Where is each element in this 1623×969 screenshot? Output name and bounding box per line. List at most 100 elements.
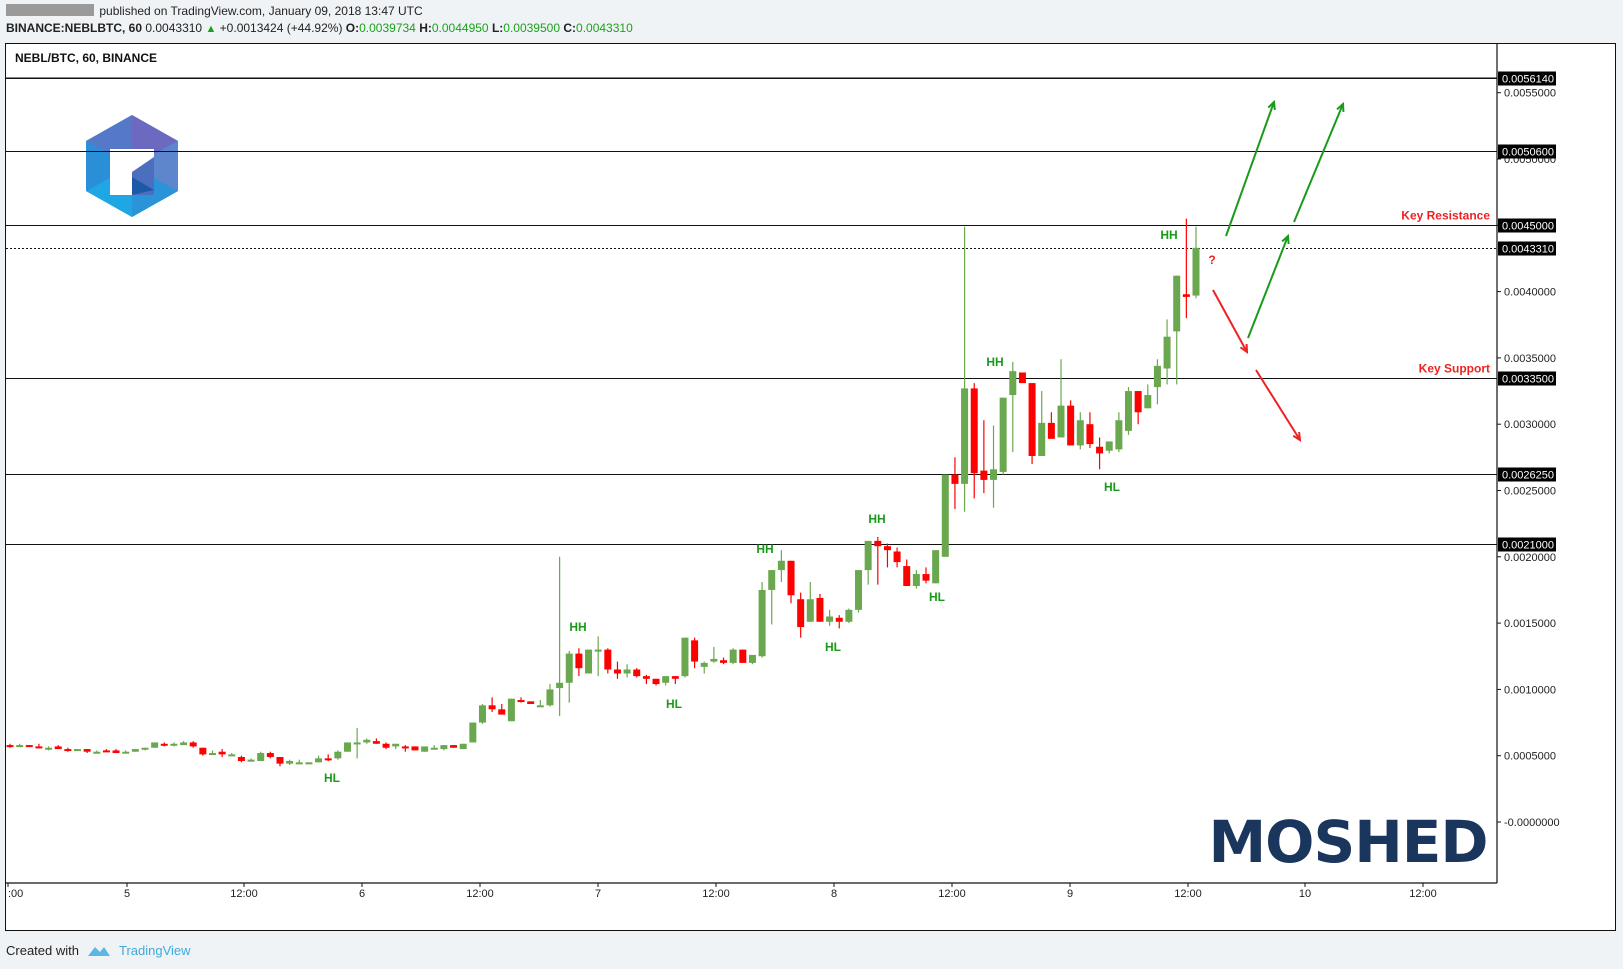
candle-body (623, 669, 631, 674)
time-axis[interactable]: :00 5 12:00 6 12:00 7 12:00 8 12:00 9 12:00 10 12:00 (7, 883, 1437, 900)
swing-label: HH (756, 542, 773, 556)
open-value: 0.0039734 (359, 21, 416, 35)
candle-body (806, 599, 814, 622)
y-tick-label: 0.0025000 (1504, 486, 1556, 498)
candle-body (1153, 365, 1161, 388)
arrow-head-icon (1336, 101, 1345, 113)
x-tick-label: 12:00 (230, 888, 258, 900)
candle-body (710, 658, 718, 662)
candle-body (575, 653, 583, 669)
candle-body (93, 751, 101, 754)
candle-body (691, 640, 699, 662)
candle-body (459, 743, 467, 750)
candle-body (276, 757, 284, 764)
candle-body (1067, 405, 1075, 446)
x-tick-label: 12:00 (466, 888, 494, 900)
published-text: published on TradingView.com, January 09… (99, 4, 423, 18)
candle-body (681, 637, 689, 677)
candle-body (1086, 424, 1094, 445)
candle-body (151, 742, 159, 748)
candle-body (613, 669, 621, 674)
symbol-label: BINANCE:NEBLBTC, 60 (6, 21, 143, 35)
level-annotation: Key Resistance (1401, 209, 1490, 223)
candle-body (883, 546, 891, 551)
candle-body (16, 745, 24, 748)
x-tick-label: 7 (595, 888, 601, 900)
candle-body (295, 762, 303, 765)
candle-body (54, 746, 62, 750)
arrow-head-icon (1292, 431, 1302, 442)
y-tick-label: 0.0005000 (1504, 751, 1556, 763)
x-tick-label: :00 (8, 888, 23, 900)
candle-body (1018, 372, 1026, 384)
tradingview-link[interactable]: TradingView (118, 943, 191, 958)
last-price: 0.0043310 (145, 21, 203, 35)
candle-body (517, 700, 525, 703)
candle-body (1134, 391, 1142, 413)
y-tick-label: 0.0010000 (1504, 684, 1556, 696)
candle-body (961, 388, 969, 484)
candle-body (903, 566, 911, 586)
candle-body (1163, 336, 1171, 369)
candle-body (1038, 422, 1046, 457)
swing-label: HL (324, 771, 340, 785)
candle-body (874, 540, 882, 547)
level-price-label: 0.0026250 (1502, 470, 1554, 482)
level-price-tag (1498, 71, 1556, 86)
candle-body (247, 759, 255, 762)
candle-body (556, 682, 564, 689)
publisher-name-redacted (6, 4, 94, 16)
close-value: 0.0043310 (576, 21, 633, 35)
candle-body (334, 751, 342, 759)
candle-body (180, 742, 188, 746)
high-label: H: (419, 21, 432, 35)
candle-body (768, 570, 776, 590)
y-tick-label: 0.0030000 (1504, 419, 1556, 431)
candle-body (1028, 383, 1036, 457)
y-tick-label: -0.0000000 (1504, 817, 1560, 829)
candle-body (286, 761, 294, 764)
candles (6, 218, 1200, 767)
candle-body (700, 662, 708, 667)
x-tick-label: 10 (1299, 888, 1311, 900)
level-price-label: 0.0033500 (1502, 374, 1554, 386)
candle-body (1047, 422, 1055, 439)
chart-title: NEBL/BTC, 60, BINANCE (15, 51, 157, 65)
candle-body (845, 609, 853, 622)
candle-body (1105, 441, 1113, 451)
candle-body (237, 757, 245, 762)
candle-body (729, 649, 737, 663)
candlestick-chart[interactable]: NEBL/BTC, 60, BINANCE Key ResistanceKey … (0, 0, 1623, 935)
price-axis[interactable]: 0.00550000.00500000.00450000.00400000.00… (1497, 71, 1560, 830)
chart-frame[interactable] (5, 43, 1616, 931)
candle-body (430, 747, 438, 750)
y-tick-label: 0.0055000 (1504, 88, 1556, 100)
x-tick-label: 12:00 (702, 888, 730, 900)
candle-body (980, 470, 988, 480)
arrow-line (1255, 369, 1301, 441)
swing-label: HL (1104, 480, 1120, 494)
candle-body (922, 574, 930, 581)
candle-body (141, 747, 149, 750)
candle-body (208, 753, 216, 756)
level-price-label: 0.0021000 (1502, 540, 1554, 552)
level-price-tag (1498, 537, 1556, 552)
arrow-line (1293, 103, 1344, 223)
x-tick-label: 6 (359, 888, 365, 900)
arrow-head-icon (1281, 233, 1290, 245)
candle-body (218, 751, 226, 755)
level-price-label: 0.0045000 (1502, 221, 1554, 233)
candle-body (353, 742, 361, 745)
candle-body (1182, 294, 1190, 297)
candle-body (1125, 391, 1133, 431)
candle-body (35, 746, 43, 749)
candle-body (392, 743, 400, 747)
level-price-tag (1498, 241, 1556, 256)
candle-body (421, 746, 429, 752)
candle-body (363, 739, 371, 743)
footer: Created with TradingView (6, 943, 191, 958)
candle-body (594, 649, 602, 652)
moshed-watermark: MOSHED (1208, 808, 1487, 876)
candle-body (816, 597, 824, 622)
swing-label: ? (1208, 253, 1215, 267)
